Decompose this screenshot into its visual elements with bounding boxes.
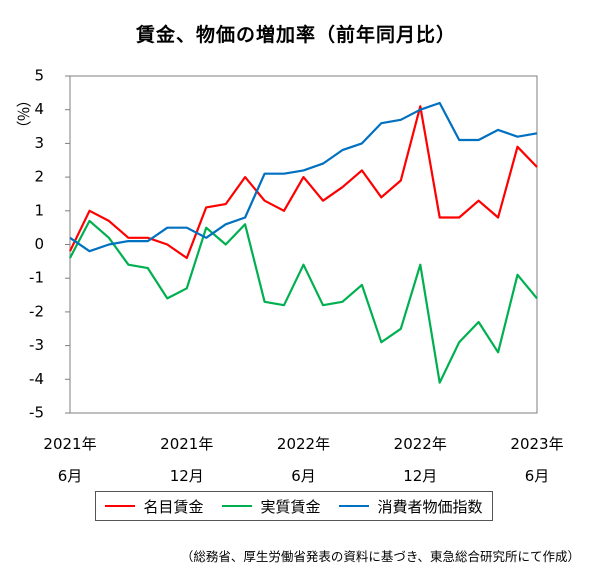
legend-swatch-real-wage [222, 505, 253, 507]
y-tick-label: 1 [34, 201, 44, 219]
y-axis-label-char: ） [14, 120, 32, 135]
source-note: （総務省、厚生労働省発表の資料に基づき、東急総合研究所にて作成） [180, 549, 580, 564]
y-tick-label: -5 [29, 404, 44, 422]
y-axis-label: （％） [14, 92, 32, 135]
series-line-0 [69, 105, 538, 260]
x-tick-year-label: 2021年 [160, 435, 213, 453]
chart-title: 賃金、物価の増加率（前年同月比） [135, 24, 456, 46]
legend: 名目賃金 実質賃金 消費者物価指数 [95, 491, 493, 521]
y-axis: 5 4 3 2 1 0 -1 -2 -3 -4 -5 [29, 67, 70, 422]
y-tick-label: -4 [29, 370, 44, 388]
x-tick-month-label: 6月 [291, 467, 316, 485]
x-tick-month-label: 6月 [525, 467, 550, 485]
x-tick-year-label: 2022年 [277, 435, 330, 453]
y-axis-label-char: ％ [14, 106, 32, 121]
x-tick-year-label: 2022年 [394, 435, 447, 453]
y-tick-label: -2 [29, 302, 44, 320]
series-line-1 [69, 219, 538, 384]
y-axis-label-char: （ [14, 92, 32, 107]
legend-label-real-wage: 実質賃金 [260, 497, 321, 516]
series-line-2 [69, 101, 538, 253]
legend-swatch-nominal-wage [105, 505, 136, 507]
y-tick-label: -1 [29, 269, 44, 287]
series-lines [69, 101, 538, 384]
y-tick-label: 5 [34, 67, 44, 85]
y-tick-label: 2 [34, 168, 44, 186]
plot-frame [69, 75, 538, 414]
legend-item-real-wage: 実質賃金 [222, 496, 321, 517]
y-tick-label: 0 [34, 235, 44, 253]
plot-area [69, 75, 538, 414]
legend-label-nominal-wage: 名目賃金 [143, 497, 204, 516]
x-axis: 2021年 6月 2021年 12月 2022年 6月 2022年 12月 2023年 6月 [43, 435, 563, 485]
x-tick-year-label: 2021年 [43, 435, 96, 453]
x-tick-month-label: 6月 [58, 467, 83, 485]
legend-item-nominal-wage: 名目賃金 [105, 496, 204, 517]
x-tick-month-label: 12月 [403, 467, 437, 485]
legend-label-cpi: 消費者物価指数 [377, 497, 483, 516]
x-tick-month-label: 12月 [170, 467, 204, 485]
y-tick-label: 4 [34, 100, 44, 118]
legend-swatch-cpi [339, 505, 370, 507]
legend-item-cpi: 消費者物価指数 [339, 496, 483, 517]
y-tick-label: -3 [29, 336, 44, 354]
x-tick-year-label: 2023年 [510, 435, 563, 453]
y-tick-label: 3 [34, 134, 44, 152]
